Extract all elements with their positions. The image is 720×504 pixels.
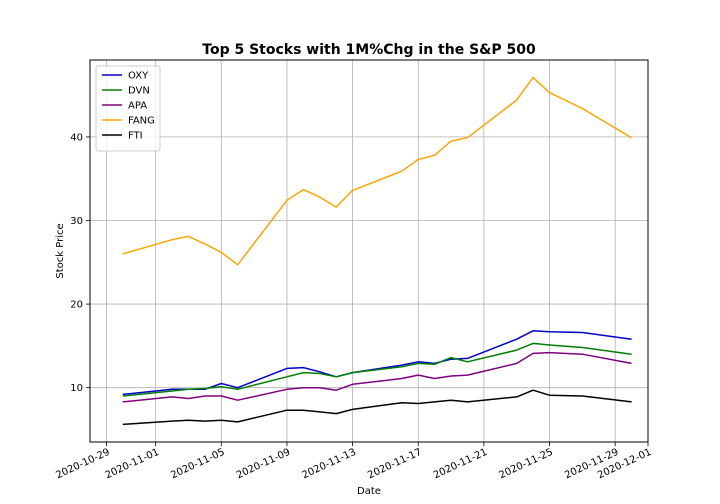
series-line-apa (122, 351, 632, 403)
series-lines (122, 76, 632, 426)
legend-box (95, 65, 161, 152)
legend-label: APA (128, 101, 147, 112)
y-axis: 10 20 30 40 (70, 132, 90, 394)
series-line-fti (122, 389, 632, 426)
y-tick-label: 10 (70, 383, 83, 394)
x-axis-label: Date (357, 486, 381, 497)
y-axis-label: Stock Price (55, 223, 66, 278)
series-line-fang (122, 76, 632, 266)
legend-label: DVN (128, 86, 150, 97)
y-tick-label: 30 (70, 216, 83, 227)
legend: OXY DVN APA FANG FTI (95, 65, 161, 152)
plot-frame (89, 59, 649, 443)
chart-title: Top 5 Stocks with 1M%Chg in the S&P 500 (202, 42, 536, 58)
series-line-dvn (122, 342, 632, 397)
legend-label: FANG (128, 116, 155, 127)
legend-label: FTI (128, 131, 143, 142)
legend-label: OXY (128, 71, 149, 82)
y-tick-label: 20 (70, 300, 83, 311)
y-tick-label: 40 (70, 132, 83, 143)
